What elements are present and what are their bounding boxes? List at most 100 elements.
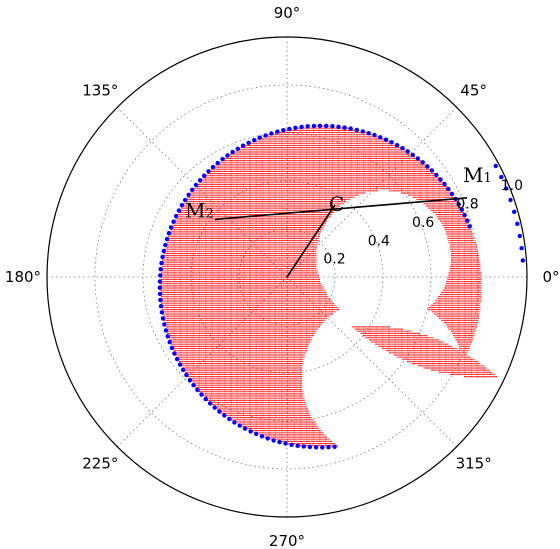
- blue-point: [307, 444, 313, 450]
- blue-point: [161, 248, 166, 254]
- blue-point: [158, 267, 163, 272]
- angle-tick-label: 135°: [82, 81, 118, 99]
- blue-point: [354, 127, 359, 133]
- blue-point: [248, 429, 253, 434]
- blue-point: [378, 135, 383, 140]
- blue-point: [293, 125, 298, 130]
- blue-point: [242, 426, 248, 431]
- blue-point: [163, 328, 169, 333]
- blue-point: [295, 443, 300, 448]
- blue-point: [237, 423, 242, 428]
- blue-point: [499, 174, 504, 180]
- blue-point: [182, 197, 188, 203]
- blue-point: [449, 191, 455, 197]
- blue-point: [212, 405, 217, 410]
- blue-point: [254, 431, 259, 437]
- blue-point: [313, 445, 319, 450]
- blue-point: [366, 131, 371, 136]
- angle-tick-label: 315°: [456, 455, 492, 473]
- blue-point: [281, 128, 286, 133]
- annotation-m2-letter: M: [185, 198, 205, 222]
- blue-point: [166, 231, 172, 236]
- blue-point: [160, 254, 165, 260]
- blue-point: [415, 156, 420, 161]
- blue-point: [159, 310, 165, 315]
- blue-point: [389, 140, 394, 145]
- blue-point: [275, 129, 280, 134]
- blue-boundary: [157, 123, 525, 450]
- blue-point: [372, 132, 377, 138]
- annotation-m1-subscript: 1: [483, 171, 491, 186]
- blue-point: [257, 135, 262, 140]
- blue-point: [394, 143, 400, 148]
- blue-point: [232, 420, 237, 425]
- red-region: [159, 125, 497, 447]
- blue-point: [191, 383, 196, 388]
- blue-point: [186, 192, 191, 197]
- radial-tick-label: 0.6: [412, 215, 434, 231]
- blue-point: [180, 367, 186, 373]
- blue-point: [269, 131, 274, 136]
- blue-point: [252, 138, 257, 143]
- blue-point: [171, 219, 176, 224]
- angle-tick-label: 225°: [82, 455, 118, 473]
- blue-point: [157, 279, 163, 284]
- blue-point: [289, 442, 294, 447]
- blue-point: [271, 438, 276, 443]
- radial-tick-label: 0.8: [456, 197, 478, 213]
- blue-point: [283, 441, 288, 446]
- blue-point: [157, 285, 162, 290]
- blue-point: [517, 233, 522, 239]
- blue-point: [410, 152, 415, 158]
- blue-point: [504, 186, 509, 191]
- blue-point: [240, 143, 246, 148]
- blue-point: [446, 186, 451, 192]
- blue-point: [512, 209, 517, 214]
- blue-point: [165, 334, 170, 339]
- blue-point: [462, 212, 467, 218]
- radial-gridline: [238, 228, 336, 326]
- blue-point: [199, 392, 204, 397]
- blue-point: [167, 339, 172, 345]
- radial-tick-label: 1.0: [501, 178, 523, 194]
- blue-point: [287, 126, 292, 132]
- blue-point: [158, 273, 163, 278]
- blue-point: [163, 242, 168, 248]
- blue-point: [230, 149, 235, 155]
- blue-point: [159, 260, 164, 266]
- blue-point: [342, 125, 347, 130]
- blue-point: [360, 129, 365, 134]
- blue-point: [326, 445, 331, 450]
- radial-tick-label: 0.2: [323, 252, 345, 268]
- blue-point: [158, 297, 163, 303]
- blue-point: [324, 123, 329, 129]
- blue-point: [220, 157, 225, 162]
- line-origin-to-c: [286, 204, 336, 278]
- blue-point: [265, 436, 270, 441]
- blue-point: [330, 124, 335, 129]
- annotation-m1-letter: M: [463, 163, 483, 187]
- annotation-c: C: [329, 192, 344, 216]
- blue-point: [332, 444, 337, 449]
- blue-point: [493, 163, 498, 169]
- blue-point: [227, 416, 232, 422]
- blue-point: [164, 236, 170, 242]
- blue-point: [222, 413, 227, 418]
- blue-point: [405, 149, 410, 154]
- blue-point: [320, 445, 325, 450]
- blue-point: [168, 225, 174, 230]
- blue-point: [177, 362, 183, 367]
- blue-point: [235, 146, 240, 151]
- blue-point: [246, 140, 251, 145]
- outer-ring: [46, 36, 528, 518]
- blue-point: [425, 164, 430, 169]
- blue-point: [184, 372, 189, 378]
- angle-tick-label: 270°: [269, 532, 305, 549]
- blue-point: [217, 409, 222, 414]
- blue-point: [173, 213, 179, 219]
- blue-point: [203, 396, 208, 402]
- blue-point: [172, 351, 177, 356]
- blue-point: [206, 169, 211, 174]
- blue-point: [305, 124, 310, 129]
